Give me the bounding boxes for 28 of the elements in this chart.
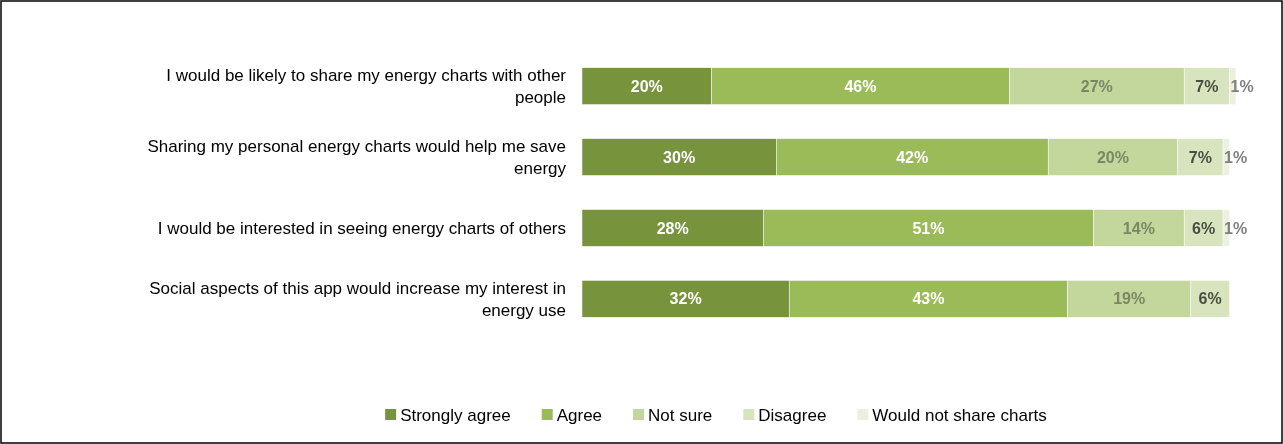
y-tick-label: I would be interested in seeing energy charts of others [157, 218, 566, 238]
data-label: 27% [1080, 77, 1113, 95]
data-label: 20% [630, 77, 663, 95]
data-label: 14% [1122, 219, 1155, 237]
data-label: 1% [1230, 77, 1254, 95]
legend-label: Would not share charts [872, 405, 1047, 425]
data-label: 43% [912, 290, 945, 308]
y-tick-label: Sharing my personal energy charts would help me save energy [147, 137, 567, 178]
data-label: 30% [663, 148, 696, 166]
data-label: 7% [1188, 148, 1212, 166]
data-label: 6% [1192, 219, 1216, 237]
data-label: 7% [1195, 77, 1219, 95]
data-label: 6% [1198, 290, 1222, 308]
data-label: 1% [1224, 148, 1248, 166]
data-label: 1% [1224, 219, 1248, 237]
data-label: 51% [912, 219, 945, 237]
data-label: 42% [896, 148, 929, 166]
y-tick-label: I would be likely to share my energy charts with other people [166, 66, 567, 108]
legend-label: Not sure [648, 405, 713, 425]
legend-label: Strongly agree [400, 405, 511, 425]
y-tick-label: Social aspects of this app would increase my interest in energy use [149, 278, 566, 320]
data-label: 46% [844, 77, 877, 95]
data-label: 32% [669, 290, 702, 308]
data-label: 28% [656, 219, 689, 237]
legend-label: Disagree [758, 405, 827, 425]
data-label: 20% [1096, 148, 1129, 166]
legend-label: Agree [556, 405, 603, 425]
data-label: 19% [1113, 290, 1146, 308]
